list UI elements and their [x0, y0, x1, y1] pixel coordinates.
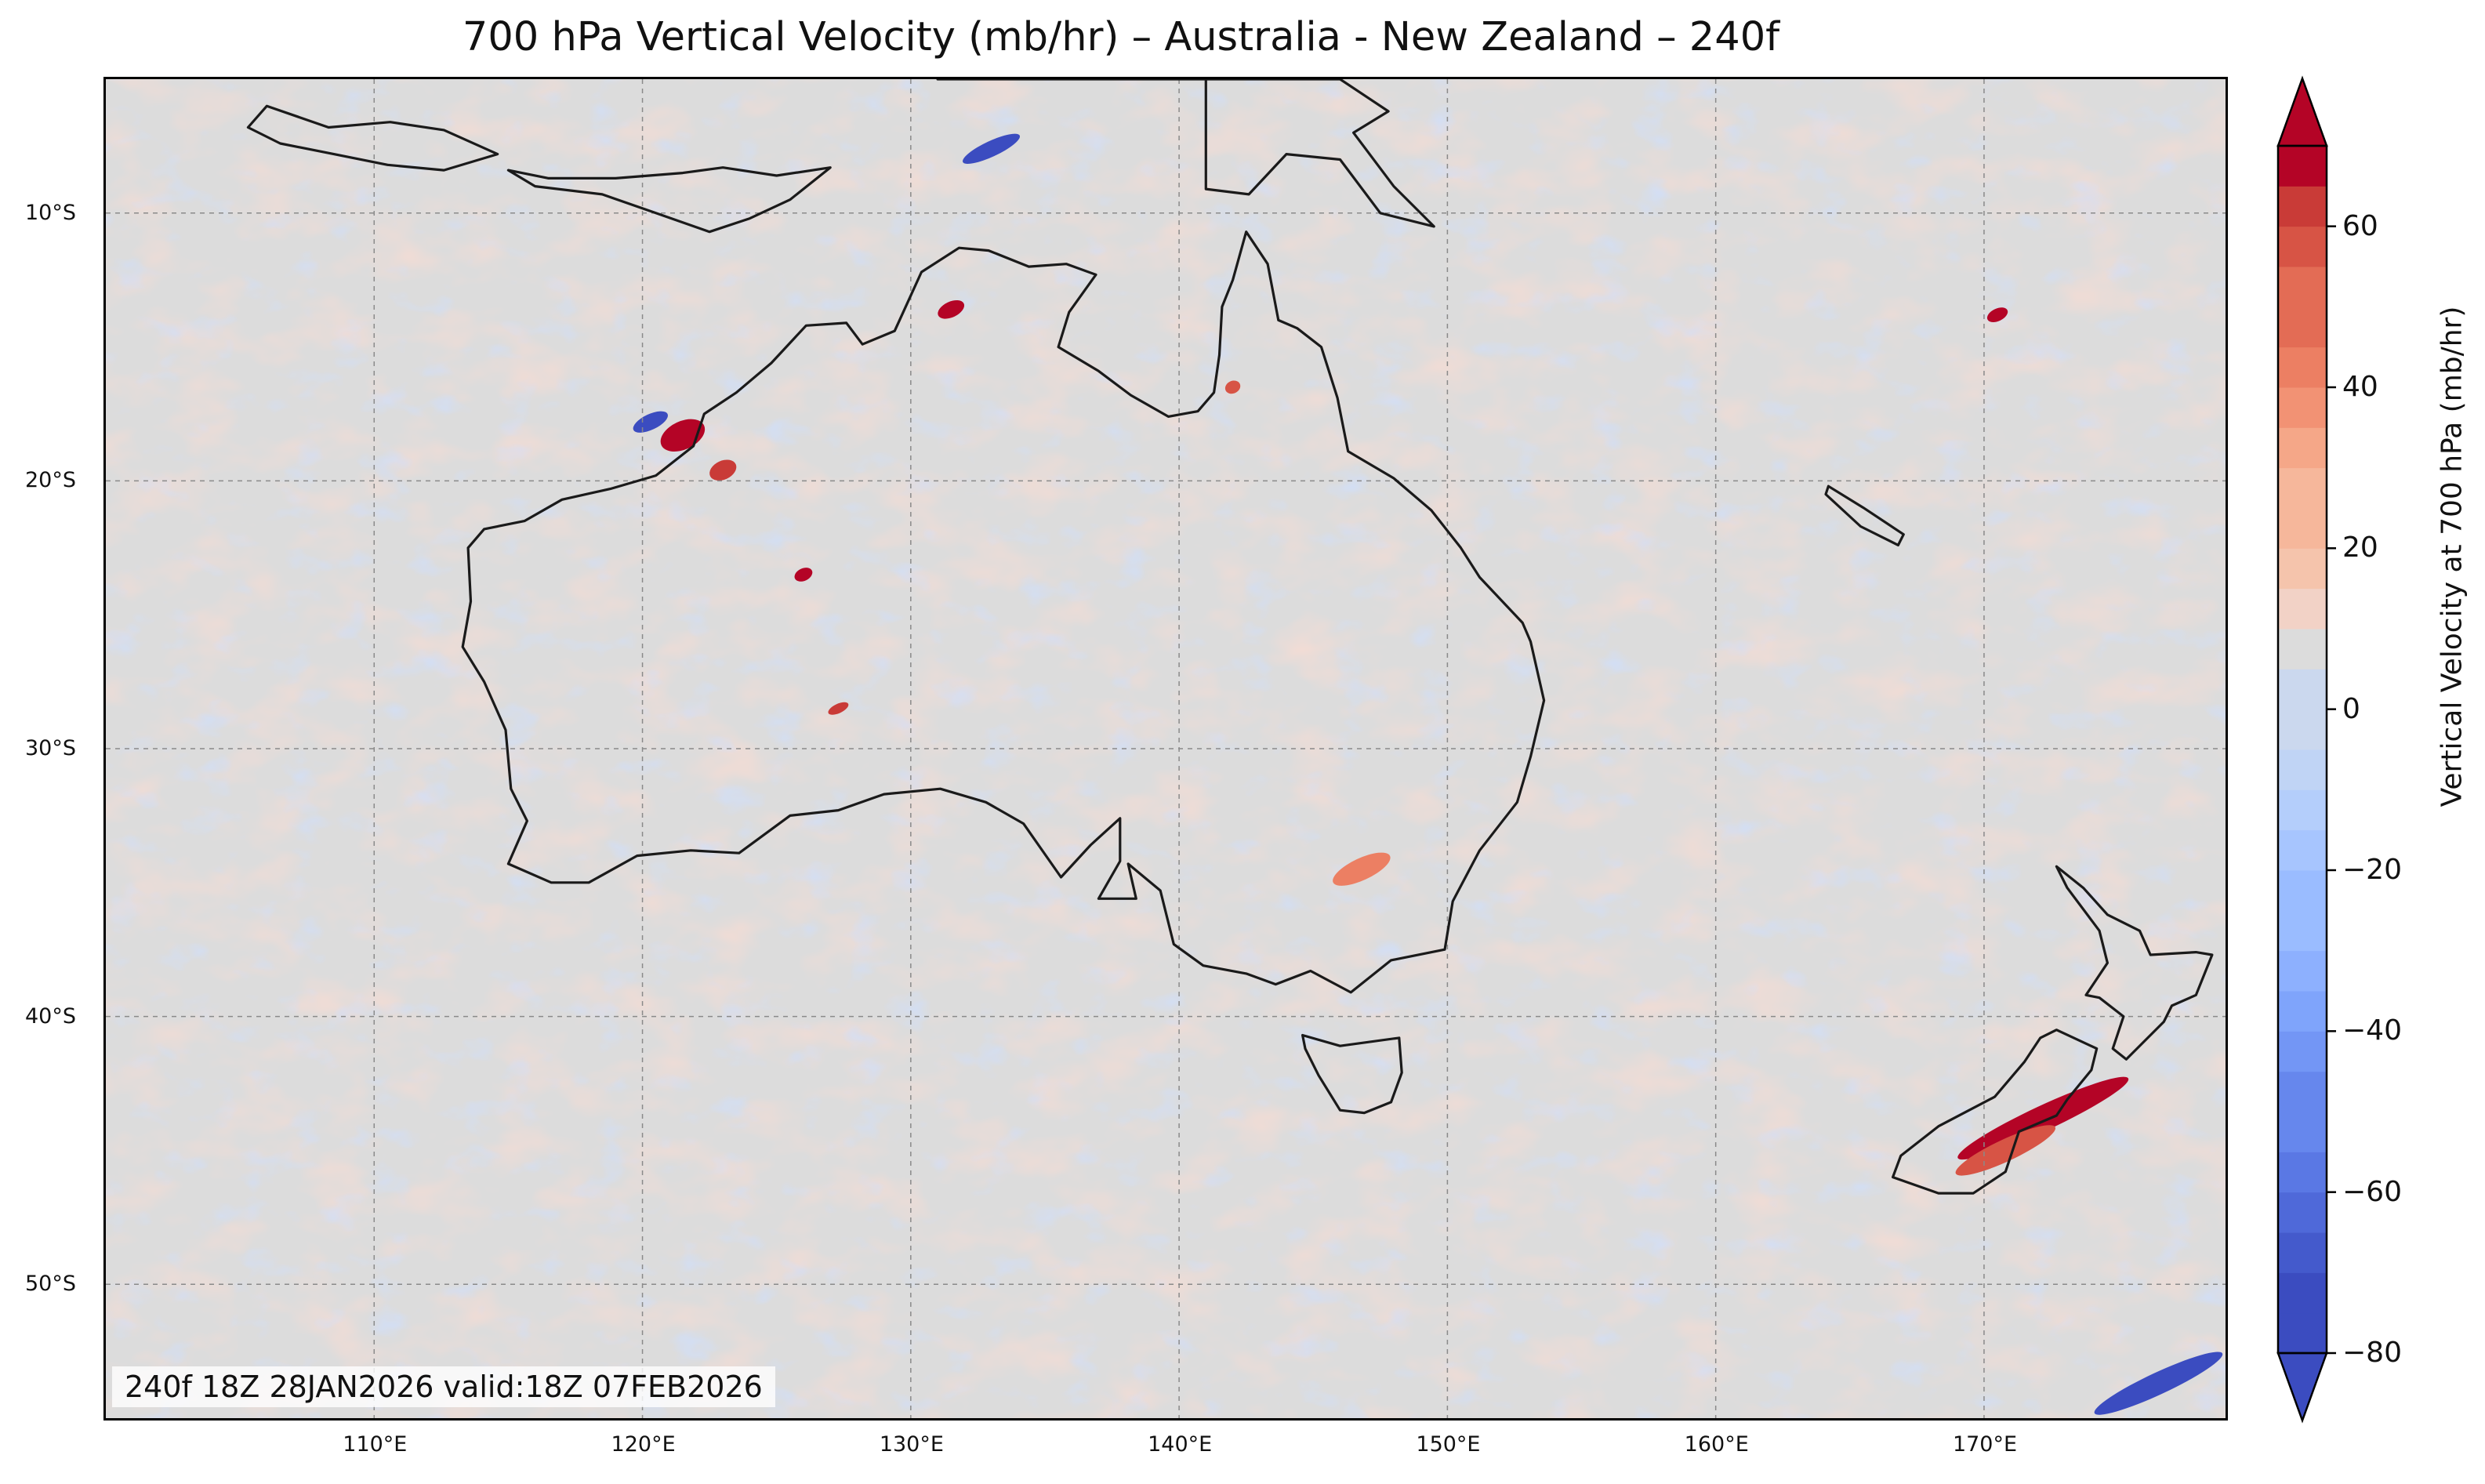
colorbar-segment: [2278, 186, 2327, 227]
extreme-cell: [633, 411, 668, 433]
colorbar-segment: [2278, 267, 2327, 307]
tasmania-coastline: [1301, 1033, 1403, 1115]
colorbar-tick-label: 0: [2342, 692, 2360, 725]
colorbar-segment: [2278, 749, 2327, 790]
field-negative-texture: [106, 79, 2226, 1418]
colorbar-tick-label: 60: [2342, 209, 2378, 242]
colorbar-tick-label: −80: [2342, 1337, 2402, 1369]
new-caledonia-coastline: [1824, 484, 1905, 546]
colorbar-segment: [2278, 669, 2327, 710]
colorbar-segment: [2278, 829, 2327, 871]
colorbar-segment: [2278, 1031, 2327, 1072]
lat-tick-label: 30°S: [25, 736, 76, 760]
colorbar-segment: [2278, 1312, 2327, 1354]
colorbar-segment: [2278, 508, 2327, 549]
extreme-cell: [2094, 1352, 2223, 1415]
colorbar-segment: [2278, 588, 2327, 630]
map-canvas: [106, 79, 2226, 1418]
colorbar-tick-label: 20: [2342, 532, 2378, 564]
valid-time-label: 240f 18Z 28JAN2026 valid:18Z 07FEB2026: [112, 1366, 775, 1407]
extreme-cell: [794, 568, 813, 582]
colorbar-segment: [2278, 910, 2327, 952]
colorbar-tick-label: −40: [2342, 1014, 2402, 1047]
lon-tick-label: 120°E: [611, 1432, 676, 1457]
java-coastline: [246, 104, 499, 172]
lat-tick-label: 50°S: [25, 1272, 76, 1297]
lat-tick-label: 40°S: [25, 1003, 76, 1029]
lon-tick-label: 150°E: [1416, 1432, 1481, 1457]
colorbar-label: Vertical Velocity at 700 hPa (mb/hr): [2436, 306, 2469, 807]
colorbar-segment: [2278, 991, 2327, 1032]
colorbar-segment: [2278, 629, 2327, 669]
extreme-cell: [1986, 307, 2008, 322]
colorbar-tick-label: −20: [2342, 854, 2402, 886]
lon-tick-label: 160°E: [1684, 1432, 1749, 1457]
colorbar-segment: [2278, 1071, 2327, 1112]
colorbar-extend-max: [2276, 75, 2328, 147]
colorbar-segment: [2278, 1192, 2327, 1233]
colorbar-segment: [2278, 387, 2327, 428]
colorbar-segment: [2278, 709, 2327, 750]
colorbar-segment: [2278, 1152, 2327, 1193]
extreme-cell: [963, 133, 1021, 164]
extreme-cell: [1957, 1076, 2129, 1160]
colorbar-segment: [2278, 548, 2327, 590]
colorbar-segment: [2278, 1232, 2327, 1273]
colorbar: [2276, 75, 2336, 1424]
lon-tick-label: 110°E: [343, 1432, 408, 1457]
lat-tick-label: 10°S: [25, 200, 76, 225]
velocity-field: [106, 79, 2226, 1418]
lon-tick-label: 140°E: [1148, 1432, 1213, 1457]
colorbar-segment: [2278, 427, 2327, 469]
colorbar-segment: [2278, 467, 2327, 509]
colorbar-segment: [2278, 307, 2327, 348]
lon-tick-label: 170°E: [1952, 1432, 2018, 1457]
colorbar-segment: [2278, 870, 2327, 911]
colorbar-segment: [2278, 950, 2327, 992]
extreme-cell: [1224, 380, 1241, 394]
extreme-cell: [1333, 852, 1391, 886]
colorbar-tick-label: 40: [2342, 371, 2378, 403]
lat-tick-label: 20°S: [25, 468, 76, 493]
colorbar-extend-min: [2276, 1352, 2328, 1424]
chart-title: 700 hPa Vertical Velocity (mb/hr) – Aust…: [462, 14, 1780, 60]
colorbar-segment: [2278, 1112, 2327, 1152]
australia-coastline: [461, 230, 1546, 994]
coastlines: [246, 79, 2214, 1195]
new-zealand-south-island-coastline: [1892, 1029, 2099, 1195]
colorbar-segment: [2278, 226, 2327, 267]
colorbar-segment: [2278, 789, 2327, 831]
colorbar-outline: [2276, 144, 2328, 1355]
lon-tick-label: 130°E: [879, 1432, 944, 1457]
colorbar-segment: [2278, 1272, 2327, 1314]
colorbar-segment: [2278, 347, 2327, 388]
map-area[interactable]: [103, 77, 2228, 1421]
extreme-cell: [709, 459, 737, 481]
graticule: [106, 79, 2226, 1418]
colorbar-segment: [2278, 146, 2327, 187]
new-guinea-coastline: [936, 79, 1435, 228]
new-zealand-north-island-coastline: [2055, 865, 2214, 1061]
extreme-cell: [938, 299, 965, 319]
lesser-sunda-coastline: [506, 166, 832, 234]
colorbar-tick-label: −60: [2342, 1175, 2402, 1208]
extreme-cell: [1955, 1125, 2056, 1176]
extreme-cell: [828, 702, 849, 715]
